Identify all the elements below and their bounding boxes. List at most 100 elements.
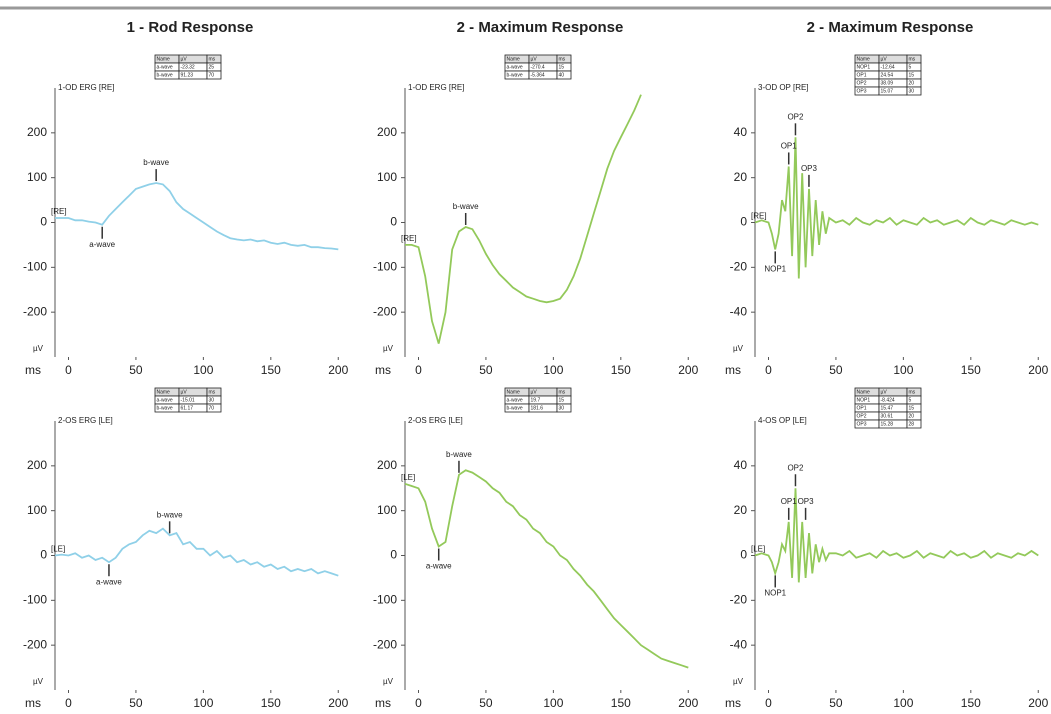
y-axis-label: µV [733, 344, 744, 353]
y-tick-label: -20 [730, 593, 748, 607]
x-tick-label: 50 [479, 363, 493, 377]
annotation-label: b-wave [446, 450, 472, 459]
table-text: 15.47 [881, 405, 894, 411]
start-label: [LE] [401, 473, 415, 482]
table-text: -5.364 [531, 72, 545, 78]
x-tick-label: 0 [65, 696, 72, 710]
y-axis-label: µV [733, 677, 744, 686]
table-text: 25 [209, 64, 215, 70]
table-text: µV [181, 56, 188, 62]
y-tick-label: -200 [373, 637, 397, 651]
x-tick-label: 200 [1028, 363, 1048, 377]
table-text: 15 [909, 405, 915, 411]
table-text: NOP1 [857, 64, 871, 70]
table-text: ms [559, 56, 566, 62]
table-text: 20 [909, 80, 915, 86]
table-text: -270.4 [531, 64, 545, 70]
trace-label: 4-OS OP [LE] [758, 416, 807, 425]
table-text: ms [209, 56, 216, 62]
x-tick-label: 50 [129, 696, 143, 710]
x-tick-label: 150 [961, 696, 981, 710]
annotation-label: a-wave [89, 240, 115, 249]
y-tick-label: 0 [740, 215, 747, 229]
y-tick-label: 200 [377, 458, 397, 472]
table-text: OP3 [857, 88, 867, 94]
x-tick-label: 100 [193, 696, 213, 710]
table-text: b-wave [157, 405, 173, 411]
x-tick-label: 150 [611, 696, 631, 710]
table-text: Name [857, 56, 871, 62]
x-tick-label: 100 [543, 363, 563, 377]
x-axis-label: ms [25, 363, 41, 377]
y-tick-label: -200 [23, 637, 47, 651]
annotation-label: b-wave [453, 202, 479, 211]
table-text: -23.32 [181, 64, 195, 70]
trace [54, 527, 339, 577]
y-tick-label: 40 [734, 125, 748, 139]
x-tick-label: 100 [543, 696, 563, 710]
y-tick-label: 0 [40, 215, 47, 229]
table-text: µV [181, 389, 188, 395]
table-cell [906, 419, 922, 429]
table-cell [206, 70, 222, 80]
table-text: a-wave [507, 64, 523, 70]
x-axis-label: ms [725, 696, 741, 710]
table-text: Name [157, 389, 171, 395]
x-tick-label: 50 [829, 696, 843, 710]
table-text: OP2 [857, 413, 867, 419]
x-tick-label: 150 [261, 363, 281, 377]
annotation-label: b-wave [157, 510, 183, 519]
table-text: OP2 [857, 80, 867, 86]
table-text: ms [559, 389, 566, 395]
table-text: 5 [909, 64, 912, 70]
annotation-label: b-wave [143, 158, 169, 167]
trace [405, 94, 642, 344]
table-cell [906, 86, 922, 96]
y-tick-label: -100 [373, 260, 397, 274]
x-tick-label: 50 [129, 363, 143, 377]
table-text: -12.64 [881, 64, 895, 70]
table-cell [556, 403, 572, 413]
y-tick-label: 100 [27, 170, 47, 184]
annotation-label: OP2 [787, 463, 804, 472]
annotation-label: OP3 [801, 164, 818, 173]
annotation-label: NOP1 [764, 265, 786, 274]
table-text: OP3 [857, 421, 867, 427]
table-text: 30 [559, 405, 565, 411]
panel-title: 2 - Maximum Response [807, 19, 974, 36]
y-tick-label: 200 [377, 125, 397, 139]
panel-title: 1 - Rod Response [127, 19, 254, 36]
table-text: 70 [209, 405, 215, 411]
y-axis-label: µV [383, 344, 394, 353]
table-text: 15.07 [881, 88, 894, 94]
table-text: OP1 [857, 72, 867, 78]
x-tick-label: 100 [893, 363, 913, 377]
start-label: [RE] [751, 212, 767, 221]
table-text: Name [507, 56, 521, 62]
table-text: 24.54 [881, 72, 894, 78]
annotation-label: OP1 [781, 142, 798, 151]
table-text: µV [531, 56, 538, 62]
x-axis-label: ms [725, 363, 741, 377]
table-text: 15.28 [881, 421, 894, 427]
y-axis-label: µV [33, 677, 44, 686]
y-tick-label: -100 [23, 593, 47, 607]
x-tick-label: 0 [765, 696, 772, 710]
y-tick-label: 0 [390, 215, 397, 229]
table-text: a-wave [157, 397, 173, 403]
start-label: [RE] [401, 234, 417, 243]
table-text: 38.09 [881, 80, 894, 86]
table-text: µV [531, 389, 538, 395]
table-text: 15 [909, 72, 915, 78]
trace-label: 2-OS ERG [LE] [58, 416, 113, 425]
table-text: -8.424 [881, 397, 895, 403]
y-axis-label: µV [33, 344, 44, 353]
table-text: b-wave [507, 405, 523, 411]
x-tick-label: 200 [328, 696, 348, 710]
table-text: 70 [209, 72, 215, 78]
x-tick-label: 100 [893, 696, 913, 710]
table-cell [206, 403, 222, 413]
x-tick-label: 50 [479, 696, 493, 710]
table-text: 181.6 [531, 405, 544, 411]
y-tick-label: 0 [40, 548, 47, 562]
